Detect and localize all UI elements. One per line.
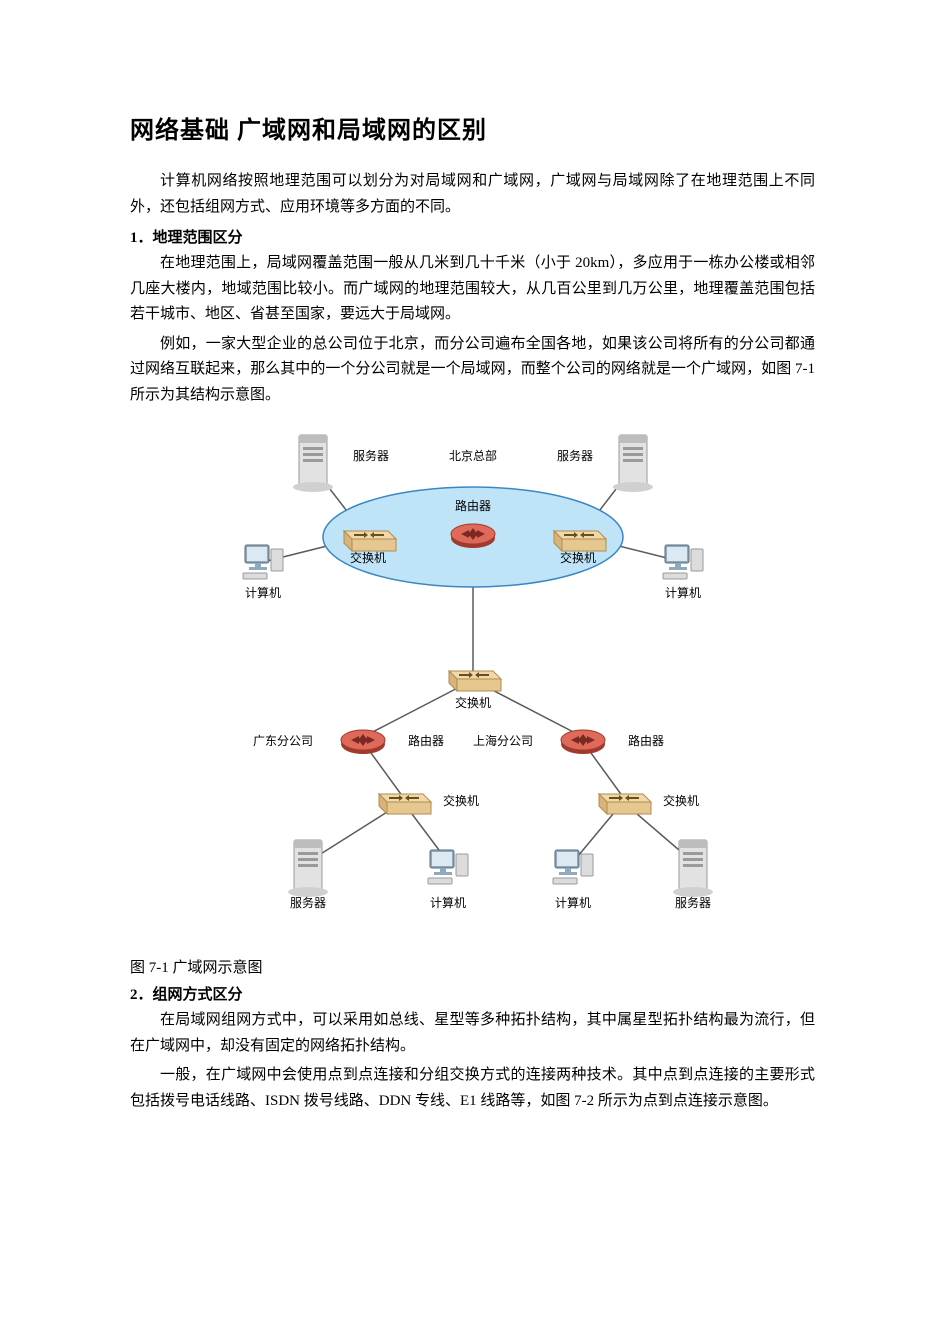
label-hq: 北京总部 [448,448,496,463]
label-router-sh: 路由器 [628,733,664,748]
figure-7-1: 北京总部 路由器 交换机 交换机 服务器 服务器 计算机 计算机 交换机 [130,422,815,942]
label-server-hq-l: 服务器 [353,448,389,463]
network-diagram: 北京总部 路由器 交换机 交换机 服务器 服务器 计算机 计算机 交换机 [193,422,753,942]
label-switch-sh: 交换机 [663,793,699,808]
label-router-gd: 路由器 [408,733,444,748]
label-switch-gd: 交换机 [443,793,479,808]
label-branch-sh: 上海分公司 [472,733,532,748]
section2-p1: 在局域网组网方式中，可以采用如总线、星型等多种拓扑结构，其中属星型拓扑结构最为流… [130,1008,815,1059]
label-pc-hq-r: 计算机 [664,585,700,600]
label-server-hq-r: 服务器 [556,448,592,463]
label-switch-hq-r: 交换机 [559,550,595,565]
label-pc-sh: 计算机 [554,895,590,910]
label-switch-center: 交换机 [454,695,490,710]
section2-p2: 一般，在广域网中会使用点到点连接和分组交换方式的连接两种技术。其中点到点连接的主… [130,1063,815,1114]
figure1-caption: 图 7-1 广域网示意图 [130,956,815,977]
label-server-sh: 服务器 [674,895,710,910]
document-page: 网络基础 广域网和局域网的区别 计算机网络按照地理范围可以划分为对局域网和广域网… [0,0,945,1337]
section1-p1: 在地理范围上，局域网覆盖范围一般从几米到几十千米（小于 20km），多应用于一栋… [130,251,815,328]
label-pc-gd: 计算机 [429,895,465,910]
label-router-hq: 路由器 [454,498,490,513]
intro-paragraph: 计算机网络按照地理范围可以划分为对局域网和广域网，广域网与局域网除了在地理范围上… [130,169,815,220]
section1-heading: 1．地理范围区分 [130,226,815,247]
page-title: 网络基础 广域网和局域网的区别 [130,110,815,145]
label-branch-gd: 广东分公司 [252,734,312,748]
label-pc-hq-l: 计算机 [244,585,280,600]
section1-p2: 例如，一家大型企业的总公司位于北京，而分公司遍布全国各地，如果该公司将所有的分公… [130,332,815,409]
label-server-gd: 服务器 [289,895,325,910]
section2-heading: 2．组网方式区分 [130,983,815,1004]
label-switch-hq-l: 交换机 [349,550,385,565]
